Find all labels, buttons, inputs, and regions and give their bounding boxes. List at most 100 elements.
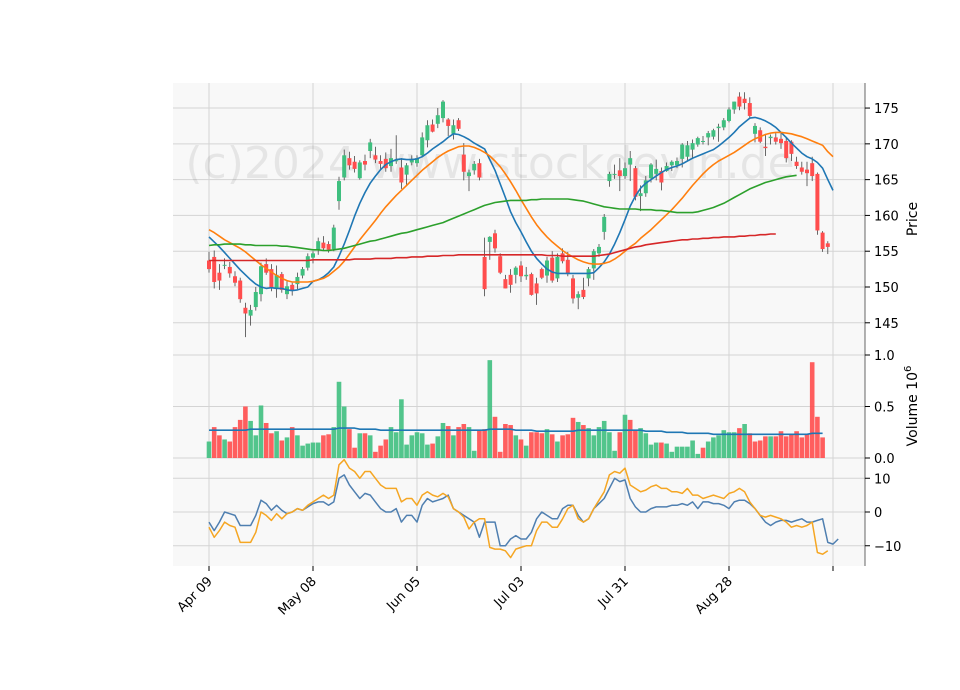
candle-body xyxy=(207,260,211,270)
candle-body xyxy=(576,294,581,298)
price-tick-label: 160 xyxy=(874,209,899,224)
candle-body xyxy=(420,137,425,156)
candle-body xyxy=(628,158,633,165)
volume-bar xyxy=(757,440,763,458)
volume-bar xyxy=(461,424,467,458)
volume-bar xyxy=(357,433,363,458)
price-tick-label: 170 xyxy=(874,138,899,153)
candle-body xyxy=(399,167,404,183)
candle-body xyxy=(477,163,482,178)
volume-bar xyxy=(622,414,628,458)
volume-bar xyxy=(274,431,279,458)
candle-body xyxy=(623,168,627,177)
volume-bar xyxy=(284,437,290,458)
volume-bars xyxy=(206,360,825,458)
price-tick-label: 145 xyxy=(874,317,899,332)
candle-body xyxy=(425,125,430,141)
volume-bar xyxy=(347,429,352,458)
volume-bar xyxy=(373,451,378,458)
price-tick-label: 150 xyxy=(874,281,899,296)
volume-bar xyxy=(570,417,576,458)
candle-body xyxy=(373,155,378,160)
candle-body xyxy=(435,115,440,124)
volume-bar xyxy=(289,427,295,458)
candle-body xyxy=(253,292,258,308)
candle-body xyxy=(727,109,731,121)
price-panel xyxy=(173,83,865,355)
candle-body xyxy=(597,246,601,254)
volume-bar xyxy=(575,421,581,458)
indicator-lines xyxy=(208,116,839,559)
volume-bar xyxy=(596,427,602,458)
candle-body xyxy=(305,256,310,268)
candle-body xyxy=(784,140,789,159)
volume-bar xyxy=(586,428,591,458)
candle-body xyxy=(649,164,653,179)
candle-body xyxy=(685,145,690,157)
volume-bar xyxy=(456,427,461,458)
candle-body xyxy=(222,264,227,266)
volume-bar xyxy=(305,443,311,458)
candlesticks xyxy=(207,92,830,338)
x-tick-label: Apr 09 xyxy=(175,574,216,615)
volume-bar xyxy=(539,433,545,458)
candle-body xyxy=(513,267,518,275)
candle-body xyxy=(695,138,700,145)
volume-bar xyxy=(731,432,737,458)
candle-body xyxy=(794,161,799,167)
candle-body xyxy=(747,103,752,116)
volume-bar xyxy=(737,428,742,458)
candle-body xyxy=(404,165,409,175)
candle-body xyxy=(550,257,555,281)
volume-bar xyxy=(523,445,529,458)
candle-body xyxy=(482,256,487,290)
candle-body xyxy=(363,161,367,165)
volume-bar xyxy=(487,360,493,458)
volume-bar xyxy=(383,439,389,458)
volume-bar xyxy=(716,435,721,458)
candle-body xyxy=(456,120,461,129)
candle-body xyxy=(446,119,451,126)
candle-body xyxy=(233,276,237,283)
volume-bar xyxy=(243,406,248,458)
volume-bar xyxy=(690,440,695,458)
volume-bar xyxy=(778,431,784,458)
volume-bar xyxy=(217,435,222,458)
volume-bar xyxy=(248,420,253,458)
volume-bar xyxy=(341,406,347,458)
volume-average-line xyxy=(209,427,823,436)
candle-body xyxy=(337,181,341,202)
candle-body xyxy=(654,168,659,174)
candle-body xyxy=(290,284,295,291)
volume-bar xyxy=(643,433,649,458)
candle-body xyxy=(524,274,529,277)
volume-bar xyxy=(633,430,638,458)
volume-bar xyxy=(435,436,441,458)
candle-body xyxy=(508,274,513,285)
candle-body xyxy=(238,280,243,300)
candle-body xyxy=(805,169,809,174)
volume-bar xyxy=(659,442,664,458)
candle-body xyxy=(472,163,477,171)
volume-bar xyxy=(711,437,716,458)
volume-bar xyxy=(378,445,383,458)
osc-tick-label: 10 xyxy=(874,472,891,487)
volume-bar xyxy=(258,405,264,458)
volume-bar xyxy=(679,446,685,458)
volume-bar xyxy=(705,441,711,458)
volume-bar xyxy=(222,439,227,458)
candle-body xyxy=(243,307,248,314)
candle-body xyxy=(368,142,373,151)
volume-bar xyxy=(529,432,534,458)
candle-body xyxy=(248,309,253,316)
volume-bar xyxy=(315,442,321,458)
candle-body xyxy=(591,251,596,269)
candle-body xyxy=(227,266,232,274)
volume-bar xyxy=(477,430,482,458)
volume-bar xyxy=(627,419,633,458)
candle-body xyxy=(295,276,300,285)
volume-bar xyxy=(471,450,477,458)
candle-body xyxy=(716,126,721,129)
volume-bar xyxy=(565,434,571,458)
volume-bar xyxy=(664,443,669,458)
